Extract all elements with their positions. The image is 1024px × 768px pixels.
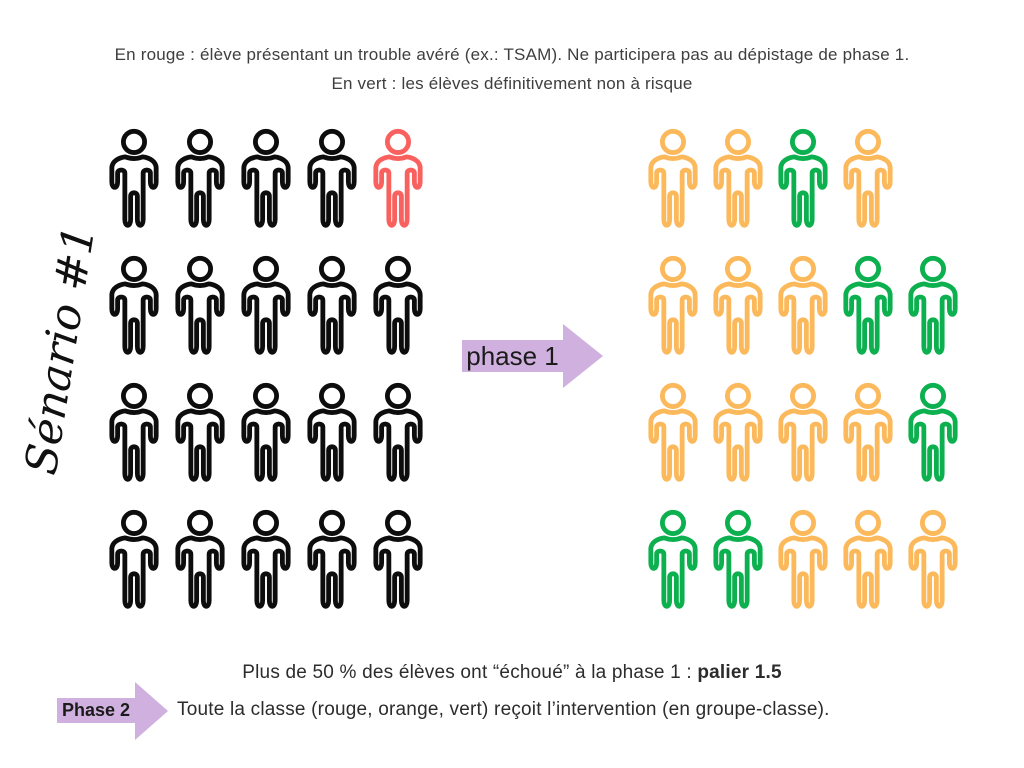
phase1-arrow: phase 1	[462, 324, 603, 388]
phase2-arrow-body	[57, 698, 135, 723]
student-row	[105, 508, 427, 614]
person-icon-green	[644, 508, 702, 614]
person-icon-green	[774, 127, 832, 233]
person-icon-black	[105, 127, 163, 233]
person-icon-black	[237, 127, 295, 233]
person-icon-black	[237, 508, 295, 614]
person-icon-green	[709, 508, 767, 614]
top-legend: En rouge : élève présentant un trouble a…	[0, 40, 1024, 98]
person-icon-black	[171, 381, 229, 487]
phase1-arrow-label: phase 1	[466, 340, 559, 371]
person-icon-orange	[644, 127, 702, 233]
person-icon-black	[303, 254, 361, 360]
person-icon-black	[105, 381, 163, 487]
person-icon-orange	[644, 381, 702, 487]
student-row	[644, 254, 962, 360]
person-icon-green	[839, 254, 897, 360]
student-row	[644, 508, 962, 614]
student-group-after	[644, 127, 962, 614]
person-icon-red	[369, 127, 427, 233]
person-icon-black	[171, 127, 229, 233]
legend-line-vert: En vert : les élèves définitivement non …	[331, 74, 693, 93]
person-icon-black	[303, 381, 361, 487]
phase1-arrow-body	[462, 340, 563, 372]
phase1-arrow-head-icon	[563, 324, 603, 388]
bottom-note-line1-bold: palier 1.5	[697, 662, 782, 683]
person-icon-orange	[774, 381, 832, 487]
person-icon-orange	[709, 381, 767, 487]
person-icon-orange	[774, 254, 832, 360]
person-icon-black	[369, 254, 427, 360]
person-icon-green	[904, 254, 962, 360]
bottom-note-line1: Plus de 50 % des élèves ont “échoué” à l…	[0, 662, 1024, 684]
person-icon-orange	[904, 508, 962, 614]
person-icon-black	[105, 508, 163, 614]
person-icon-orange	[644, 254, 702, 360]
phase2-arrow-label: Phase 2	[61, 700, 131, 720]
student-row	[105, 381, 427, 487]
person-icon-black	[303, 508, 361, 614]
person-icon-black	[237, 254, 295, 360]
person-icon-black	[369, 381, 427, 487]
person-icon-black	[303, 127, 361, 233]
person-icon-green	[904, 381, 962, 487]
bottom-note-line1-text: Plus de 50 % des élèves ont “échoué” à l…	[242, 662, 698, 683]
person-icon-orange	[709, 127, 767, 233]
person-icon-black	[369, 508, 427, 614]
person-icon-orange	[709, 254, 767, 360]
phase2-arrow-head-icon	[135, 682, 168, 740]
person-icon-orange	[839, 508, 897, 614]
scenario-title: Sénario #1	[15, 221, 105, 479]
person-icon-orange	[839, 381, 897, 487]
person-icon-orange	[839, 127, 897, 233]
person-icon-orange	[774, 508, 832, 614]
student-group-before	[105, 127, 427, 614]
phase2-arrow: Phase 2	[57, 682, 168, 740]
legend-line-rouge: En rouge : élève présentant un trouble a…	[114, 45, 910, 64]
person-icon-black	[171, 254, 229, 360]
student-row	[644, 127, 962, 233]
student-row	[644, 381, 962, 487]
person-icon-black	[105, 254, 163, 360]
person-icon-black	[237, 381, 295, 487]
bottom-note-line2: Toute la classe (rouge, orange, vert) re…	[177, 699, 830, 720]
person-icon-black	[171, 508, 229, 614]
student-row	[105, 127, 427, 233]
student-row	[105, 254, 427, 360]
